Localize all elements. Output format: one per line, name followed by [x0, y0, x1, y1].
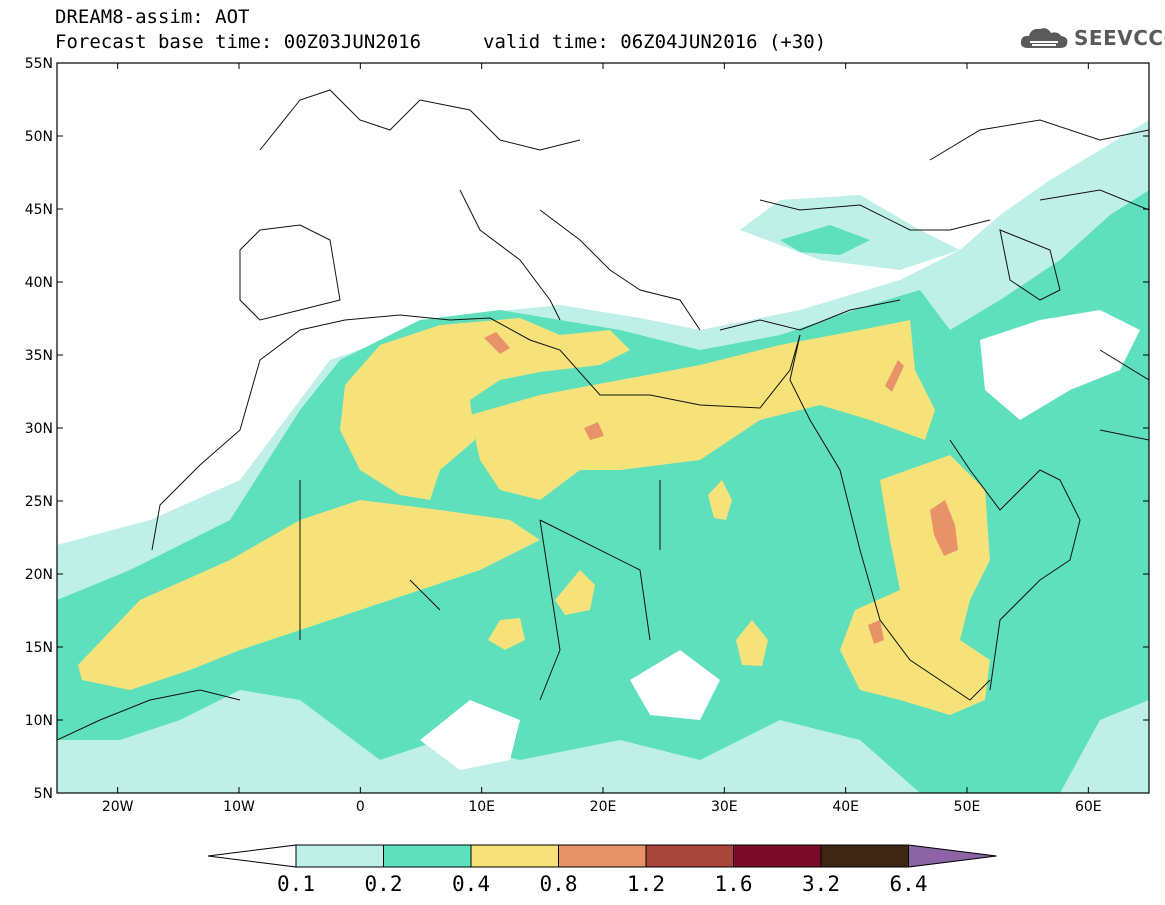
- lat-tick-label: 55N: [25, 56, 53, 72]
- lat-tick-label: 30N: [25, 421, 53, 437]
- colorbar-label: 1.2: [627, 872, 665, 896]
- lon-tick-label: 10E: [468, 799, 495, 815]
- lat-tick-label: 25N: [25, 494, 53, 510]
- logo-text: SEEVCCC: [1074, 26, 1165, 50]
- lon-tick-label: 10W: [223, 799, 255, 815]
- lat-tick-label: 20N: [25, 567, 53, 583]
- lat-tick-label: 40N: [25, 275, 53, 291]
- lat-tick-label: 10N: [25, 713, 53, 729]
- aot-band-0.4-0.8: [78, 318, 990, 715]
- aot-clear-areas: [420, 310, 1140, 770]
- longitude-axis: 20W 10W 0 10E 20E 30E 40E 50E 60E: [102, 63, 1102, 815]
- colorbar-under-arrow: [207, 844, 297, 868]
- colorbar-box: [383, 844, 472, 868]
- lon-tick-label: 20W: [102, 799, 134, 815]
- lat-tick-label: 35N: [25, 348, 53, 364]
- colorbar-label: 0.2: [365, 872, 403, 896]
- valid-time: valid time: 06Z04JUN2016 (+30): [483, 31, 827, 53]
- colorbar-box: [558, 844, 647, 868]
- lon-tick-label: 50E: [954, 799, 981, 815]
- colorbar-box: [295, 844, 384, 868]
- latitude-axis: 55N 50N 45N 40N 35N 30N 25N 20N 15N 10N 5N: [25, 56, 1149, 802]
- colorbar-label: 0.4: [452, 872, 490, 896]
- colorbar-label: 3.2: [802, 872, 840, 896]
- lat-tick-label: 5N: [34, 786, 53, 802]
- aot-band-0.8-1.2: [484, 332, 958, 644]
- lat-tick-label: 45N: [25, 202, 53, 218]
- seevccc-logo: SEEVCCC: [1018, 24, 1165, 52]
- cloud-icon: [1020, 28, 1068, 48]
- lon-tick-label: 0: [356, 799, 365, 815]
- colorbar-label: 1.6: [715, 872, 753, 896]
- forecast-base-time: Forecast base time: 00Z03JUN2016: [55, 31, 422, 53]
- colorbar-box: [820, 844, 909, 868]
- colorbar-label: 6.4: [890, 872, 928, 896]
- map-title: DREAM8-assim: AOT: [55, 6, 250, 28]
- aot-field: [57, 63, 1149, 793]
- lat-tick-label: 15N: [25, 640, 53, 656]
- colorbar-box: [645, 844, 734, 868]
- lon-tick-label: 40E: [832, 799, 859, 815]
- colorbar: 0.1 0.2 0.4 0.8 1.2 1.6 3.2 6.4: [207, 844, 997, 896]
- coastlines: [57, 89, 1149, 741]
- lon-tick-label: 20E: [590, 799, 617, 815]
- colorbar-label: 0.8: [540, 872, 578, 896]
- colorbar-box: [733, 844, 822, 868]
- lat-tick-label: 50N: [25, 129, 53, 145]
- colorbar-box: [470, 844, 559, 868]
- lon-tick-label: 30E: [711, 799, 738, 815]
- lon-tick-label: 60E: [1075, 799, 1102, 815]
- colorbar-label: 0.1: [277, 872, 315, 896]
- colorbar-over-arrow: [908, 844, 997, 868]
